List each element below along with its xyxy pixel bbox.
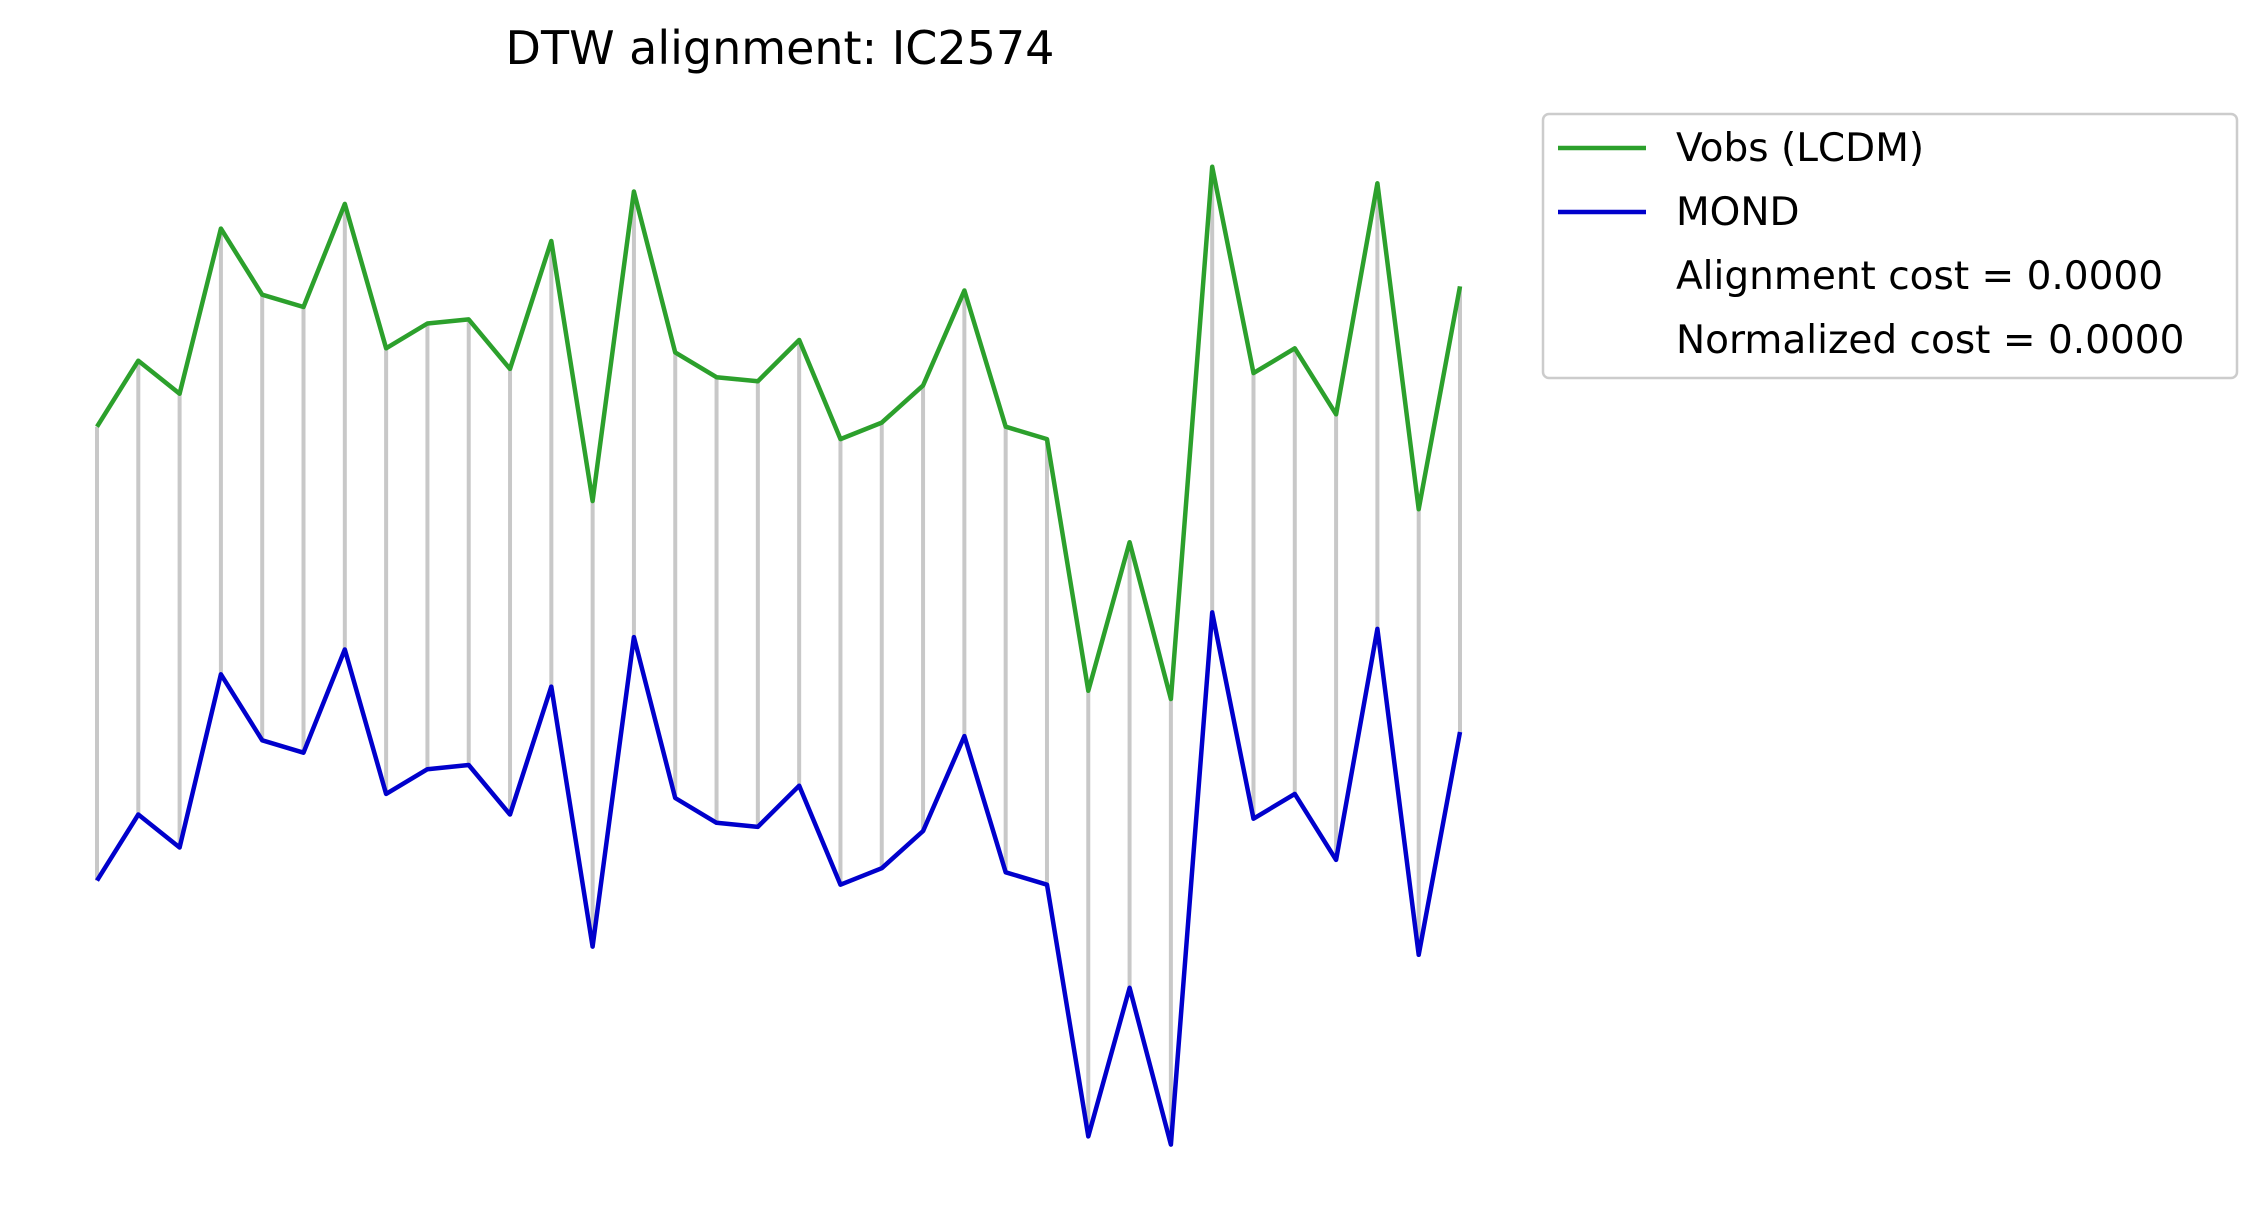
legend-frame <box>1541 112 2239 380</box>
alignment-lines <box>95 166 1462 1145</box>
chart-title: DTW alignment: IC2574 <box>506 21 1055 75</box>
series-line-mond <box>95 610 1463 1147</box>
series-lines <box>95 164 1463 1147</box>
series-line-vobs <box>95 164 1463 702</box>
legend-label-mond: MOND <box>1676 190 1800 235</box>
legend: Vobs (LCDM) MOND Alignment cost = 0.0000… <box>1541 112 2239 380</box>
legend-label-alignment-cost: Alignment cost = 0.0000 <box>1676 254 2163 299</box>
legend-label-normalized-cost: Normalized cost = 0.0000 <box>1676 318 2184 363</box>
legend-label-vobs: Vobs (LCDM) <box>1676 126 1924 171</box>
